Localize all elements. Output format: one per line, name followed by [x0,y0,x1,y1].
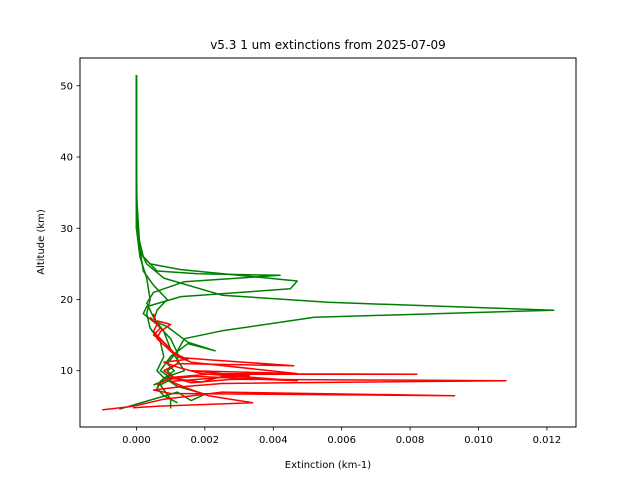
series-line-8 [156,320,298,386]
x-tick-label-0: 0.000 [122,435,151,446]
x-tick-label-4: 0.008 [396,435,425,446]
x-tick-label-6: 0.012 [533,435,562,446]
series-layer [102,75,555,411]
series-line-5 [119,75,206,410]
x-axis-label: Extinction (km-1) [285,460,372,471]
x-tick-label-1: 0.002 [191,435,220,446]
x-tick-label-2: 0.004 [259,435,288,446]
y-tick-label-1: 20 [60,295,73,306]
y-tick-label-4: 50 [60,81,73,92]
y-axis-label: Altitude (km) [36,209,47,275]
x-tick-label-3: 0.006 [327,435,356,446]
plot-frame [79,57,577,428]
y-tick-label-0: 10 [60,366,73,377]
y-tick-label-3: 40 [60,153,73,164]
y-axis: 10 20 30 40 50 [60,81,80,377]
x-tick-label-5: 0.010 [464,435,493,446]
chart-title: v5.3 1 um extinctions from 2025-07-09 [210,38,446,52]
y-tick-label-2: 30 [60,224,73,235]
x-axis: 0.000 0.002 0.004 0.006 0.008 0.010 0.012 [122,427,561,446]
